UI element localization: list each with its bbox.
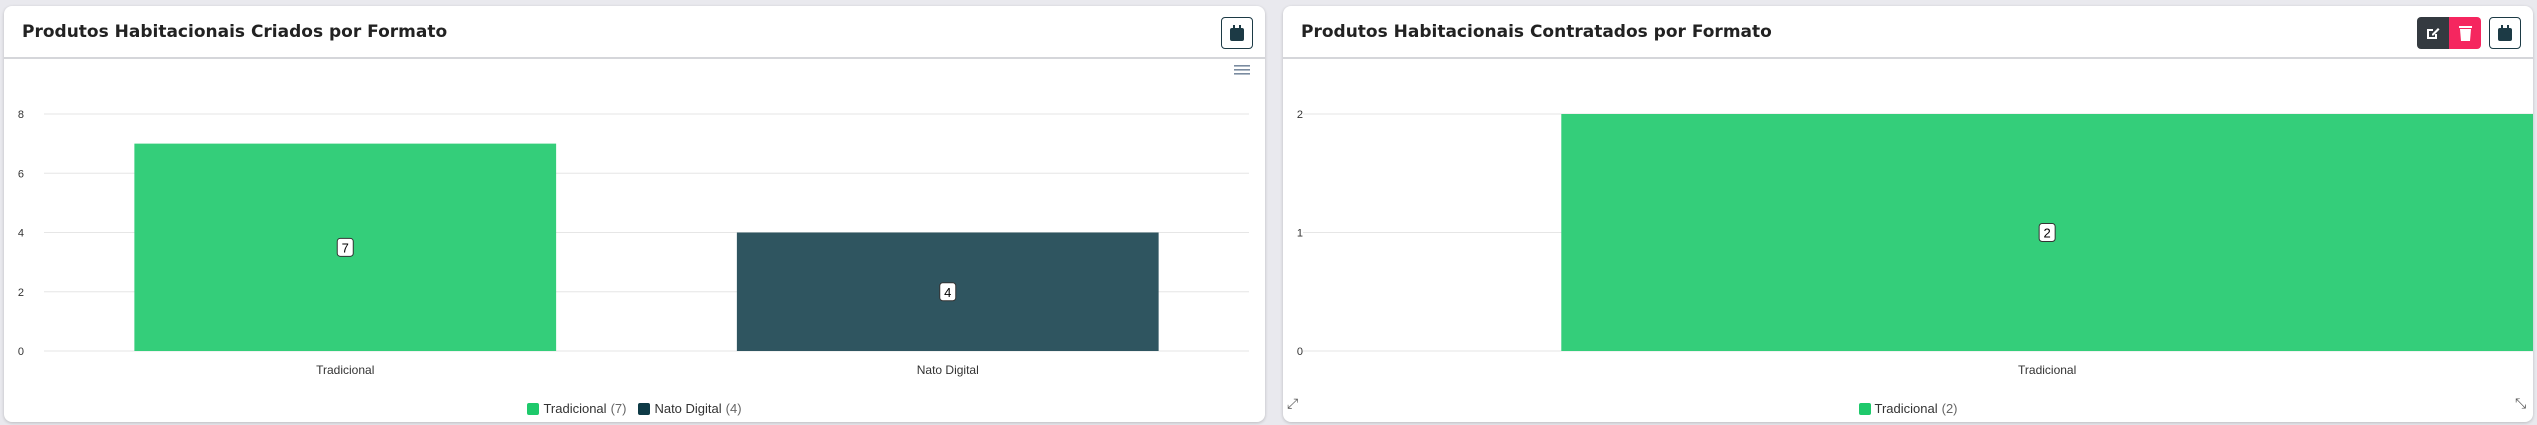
y-tick-label: 8 [18,109,24,121]
legend-item[interactable]: Nato Digital (4) [638,401,742,416]
x-tick-label: Tradicional [2018,363,2076,377]
hamburger-menu-icon [1234,73,1250,75]
calendar-button[interactable] [1221,17,1253,49]
y-tick-label: 1 [1297,228,1303,240]
y-tick-label: 0 [1297,346,1303,358]
legend-swatch [527,402,540,415]
delete-button[interactable] [2449,17,2481,49]
legend-count: (7) [610,401,627,416]
data-label-box [939,282,957,302]
resize-icon: ⤢ [1287,395,1298,411]
chart-card-criados: Produtos Habitacionais Criados por Forma… [4,6,1265,422]
y-tick-label: 6 [18,168,24,180]
legend: Tradicional (7) Nato Digital (4) [4,401,1265,416]
y-tick-label: 2 [1297,109,1303,121]
legend-item[interactable]: Tradicional (2) [1858,401,1958,416]
y-tick-label: 0 [18,346,24,358]
hamburger-menu-icon [1234,65,1250,67]
legend-count: (2) [1941,401,1958,416]
legend-swatch [1858,402,1871,415]
card-header: Produtos Habitacionais Contratados por F… [1283,6,2533,59]
bar-chart: 0 2 4 6 8 7 Tradicional 4 Nato Digital [18,65,1250,377]
data-label-box [336,237,354,257]
legend-item[interactable]: Tradicional (7) [527,401,626,416]
y-tick-label: 4 [18,228,24,240]
card-header: Produtos Habitacionais Criados por Forma… [4,6,1265,59]
legend-swatch [638,402,651,415]
calendar-icon [1230,25,1244,41]
trash-icon [2458,26,2472,41]
hamburger-menu-icon [1234,69,1250,71]
resize-icon: ⤡ [2515,395,2526,411]
legend-label: Nato Digital [654,401,722,416]
data-label: 2 [2044,226,2051,241]
edit-button[interactable] [2417,17,2449,49]
x-tick-label: Nato Digital [917,363,979,377]
calendar-icon [2498,25,2512,41]
data-label: 4 [944,285,951,300]
data-label: 7 [342,240,349,255]
bar-chart: 0 1 2 2 Tradicional ⤢ ⤡ [1287,109,2533,411]
calendar-button[interactable] [2489,17,2521,49]
card-title: Produtos Habitacionais Contratados por F… [1301,21,1772,42]
legend-count: (4) [725,401,742,416]
legend: Tradicional (2) [1283,401,2533,416]
edit-icon [2427,28,2440,39]
card-title: Produtos Habitacionais Criados por Forma… [22,21,448,42]
x-tick-label: Tradicional [316,363,374,377]
legend-label: Tradicional [1874,401,1938,416]
legend-label: Tradicional [543,401,607,416]
data-label-box [2038,223,2056,242]
chart-card-contratados: Produtos Habitacionais Contratados por F… [1283,6,2533,422]
y-tick-label: 2 [18,287,24,299]
